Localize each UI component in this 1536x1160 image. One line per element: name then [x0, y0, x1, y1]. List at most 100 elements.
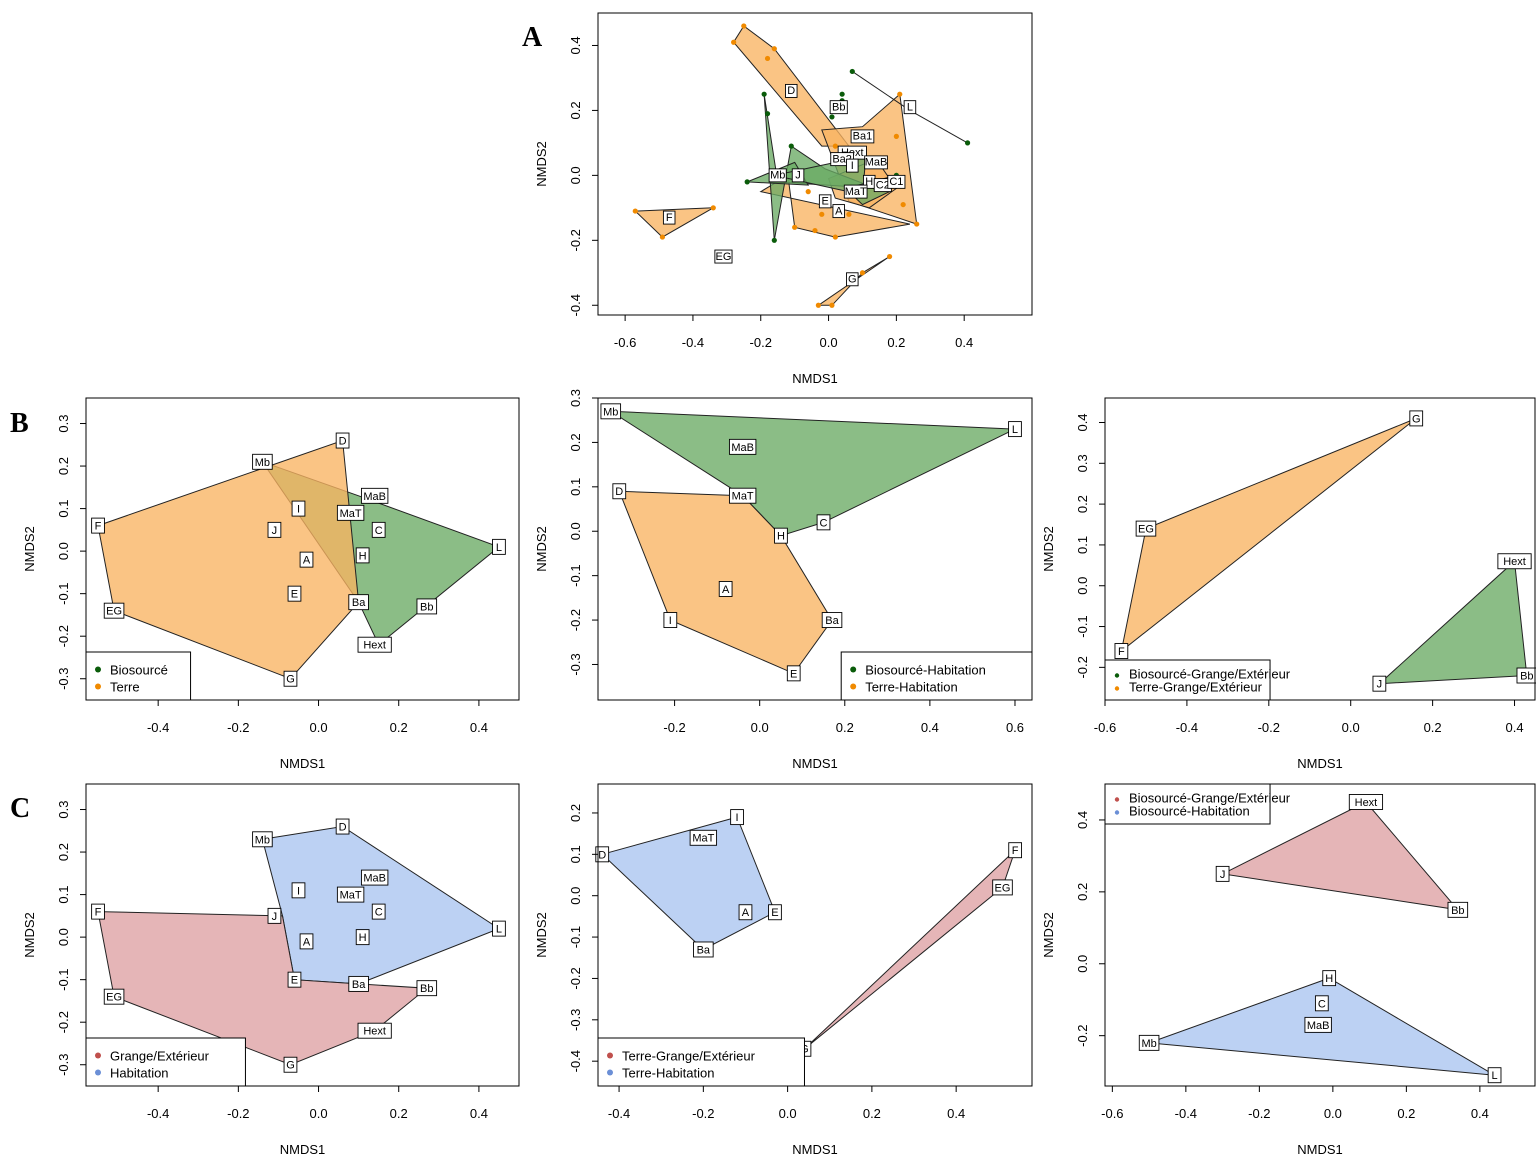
x-axis-title: NMDS1 — [1297, 1142, 1343, 1157]
sample-label: Bb — [420, 601, 433, 613]
sample-label: H — [865, 176, 873, 188]
sample-label: A — [835, 205, 843, 217]
x-tick-label: 0.4 — [1505, 720, 1523, 735]
legend-label: Biosourcé-Grange/Extérieur — [1129, 667, 1291, 682]
point-orange-13 — [893, 133, 899, 139]
sample-label-box — [371, 521, 386, 538]
sample-label: I — [851, 160, 854, 172]
x-tick-label: 0.4 — [921, 720, 939, 735]
sample-label-box — [768, 904, 782, 921]
x-tick-label: -0.2 — [663, 720, 685, 735]
y-tick-label: -0.1 — [1075, 615, 1090, 637]
x-tick-label: -0.4 — [1176, 720, 1198, 735]
panel-letter-b: B — [10, 408, 29, 439]
sample-label-box — [267, 907, 282, 924]
point-orange-17 — [632, 208, 638, 214]
plots-container: DBbLBa1HextBa2IMaBMbJHC2C1MaTEAFEGG-0.6-… — [22, 12, 1536, 1157]
x-tick-label: 0.4 — [1471, 1106, 1489, 1121]
sample-label-box — [1322, 970, 1337, 987]
legend: Biosourcé Terre — [85, 651, 192, 701]
sample-label: Bb — [1520, 670, 1533, 682]
y-axis-title: NMDS2 — [534, 141, 549, 187]
y-tick-label: -0.1 — [56, 968, 71, 990]
sample-label-box — [843, 184, 868, 199]
plot-frame — [597, 397, 1033, 701]
sample-label-box — [91, 903, 105, 920]
legend: Grange/Extérieur Habitation — [85, 1037, 246, 1087]
sample-label: F — [666, 212, 673, 224]
sample-label: L — [1012, 424, 1018, 436]
sample-label: F — [1012, 845, 1019, 857]
sample-label: Hext — [1355, 797, 1378, 809]
point-green-6 — [744, 179, 750, 185]
legend-label: Biosourcé-Habitation — [865, 663, 986, 678]
y-tick-label: -0.3 — [56, 1054, 71, 1076]
x-tick-label: 0.4 — [947, 1106, 965, 1121]
x-tick-label: -0.2 — [227, 1106, 249, 1121]
sample-label-box — [718, 581, 733, 597]
legend: Terre-Grange/Extérieur Terre-Habitation — [597, 1037, 805, 1087]
point-orange-10 — [832, 143, 838, 149]
plot-a: DBbLBa1HextBa2IMaBMbJHC2C1MaTEAFEGG-0.6-… — [534, 12, 1033, 386]
sample-label-box — [864, 155, 888, 170]
sample-label-box — [283, 1056, 298, 1073]
sample-label-box — [832, 204, 845, 219]
y-tick-label: -0.2 — [568, 967, 583, 989]
legend-marker-green — [1114, 673, 1120, 678]
sample-label: G — [1412, 413, 1421, 425]
point-orange-8 — [805, 189, 811, 195]
sample-label-box — [360, 487, 389, 504]
sample-label: E — [291, 975, 298, 987]
legend-label: Terre — [110, 680, 140, 695]
y-tick-label: 0.3 — [56, 800, 71, 818]
legend-marker-blue — [1114, 810, 1120, 815]
sample-label: A — [303, 555, 311, 567]
sample-label: EG — [106, 992, 122, 1004]
sample-label-box — [335, 432, 350, 449]
sample-label-box — [903, 100, 917, 115]
sample-label: MaB — [865, 157, 888, 169]
sample-label: L — [1492, 1070, 1498, 1082]
sample-label: MaT — [340, 890, 362, 902]
legend-marker-blue — [607, 1069, 613, 1076]
sample-label: Ba1 — [853, 131, 873, 143]
plot-frame — [1104, 783, 1536, 1087]
sample-label: F — [1118, 646, 1125, 658]
sample-label-box — [992, 879, 1013, 896]
sample-label-box — [360, 869, 389, 886]
sample-label-box — [357, 636, 392, 653]
legend-marker-orange — [850, 683, 857, 690]
point-green-1 — [964, 140, 971, 146]
sample-label-box — [1516, 667, 1536, 684]
x-tick-label: -0.6 — [614, 335, 636, 350]
sample-label: Mb — [1141, 1038, 1156, 1050]
sample-label: MaB — [363, 873, 386, 885]
y-tick-label: 0.0 — [568, 166, 583, 184]
sample-label-box — [600, 403, 622, 420]
x-axis-title: NMDS1 — [792, 371, 838, 386]
y-tick-label: 0.0 — [1075, 577, 1090, 595]
sample-label-box — [1008, 421, 1022, 438]
hull-green-1 — [1378, 560, 1528, 685]
sample-label-box — [252, 831, 273, 848]
sample-label: Mb — [255, 457, 270, 469]
y-tick-label: 0.0 — [56, 542, 71, 560]
sample-label-box — [1487, 1067, 1502, 1084]
sample-label: G — [286, 1060, 295, 1072]
sample-label-box — [714, 249, 733, 264]
legend-box — [85, 1037, 246, 1087]
hull-blue-0 — [601, 816, 776, 951]
sample-label-box — [416, 598, 438, 615]
legend-box — [1104, 659, 1271, 701]
y-axis-title: NMDS2 — [1041, 912, 1056, 958]
sample-label: D — [615, 486, 623, 498]
y-tick-label: -0.2 — [568, 229, 583, 251]
plot-frame — [1104, 397, 1536, 701]
plot-b3: G EG F Hext J Bb -0.6 -0.4 -0.2 0.0 0.2 0.4 -0.2 -0.1… — [1041, 397, 1536, 771]
sample-label: I — [297, 504, 300, 516]
sample-label-box — [287, 585, 302, 602]
sample-label-box — [336, 886, 365, 903]
x-tick-label: 0.0 — [779, 1106, 797, 1121]
sample-label: J — [272, 525, 278, 537]
y-tick-label: 0.4 — [1075, 811, 1090, 829]
